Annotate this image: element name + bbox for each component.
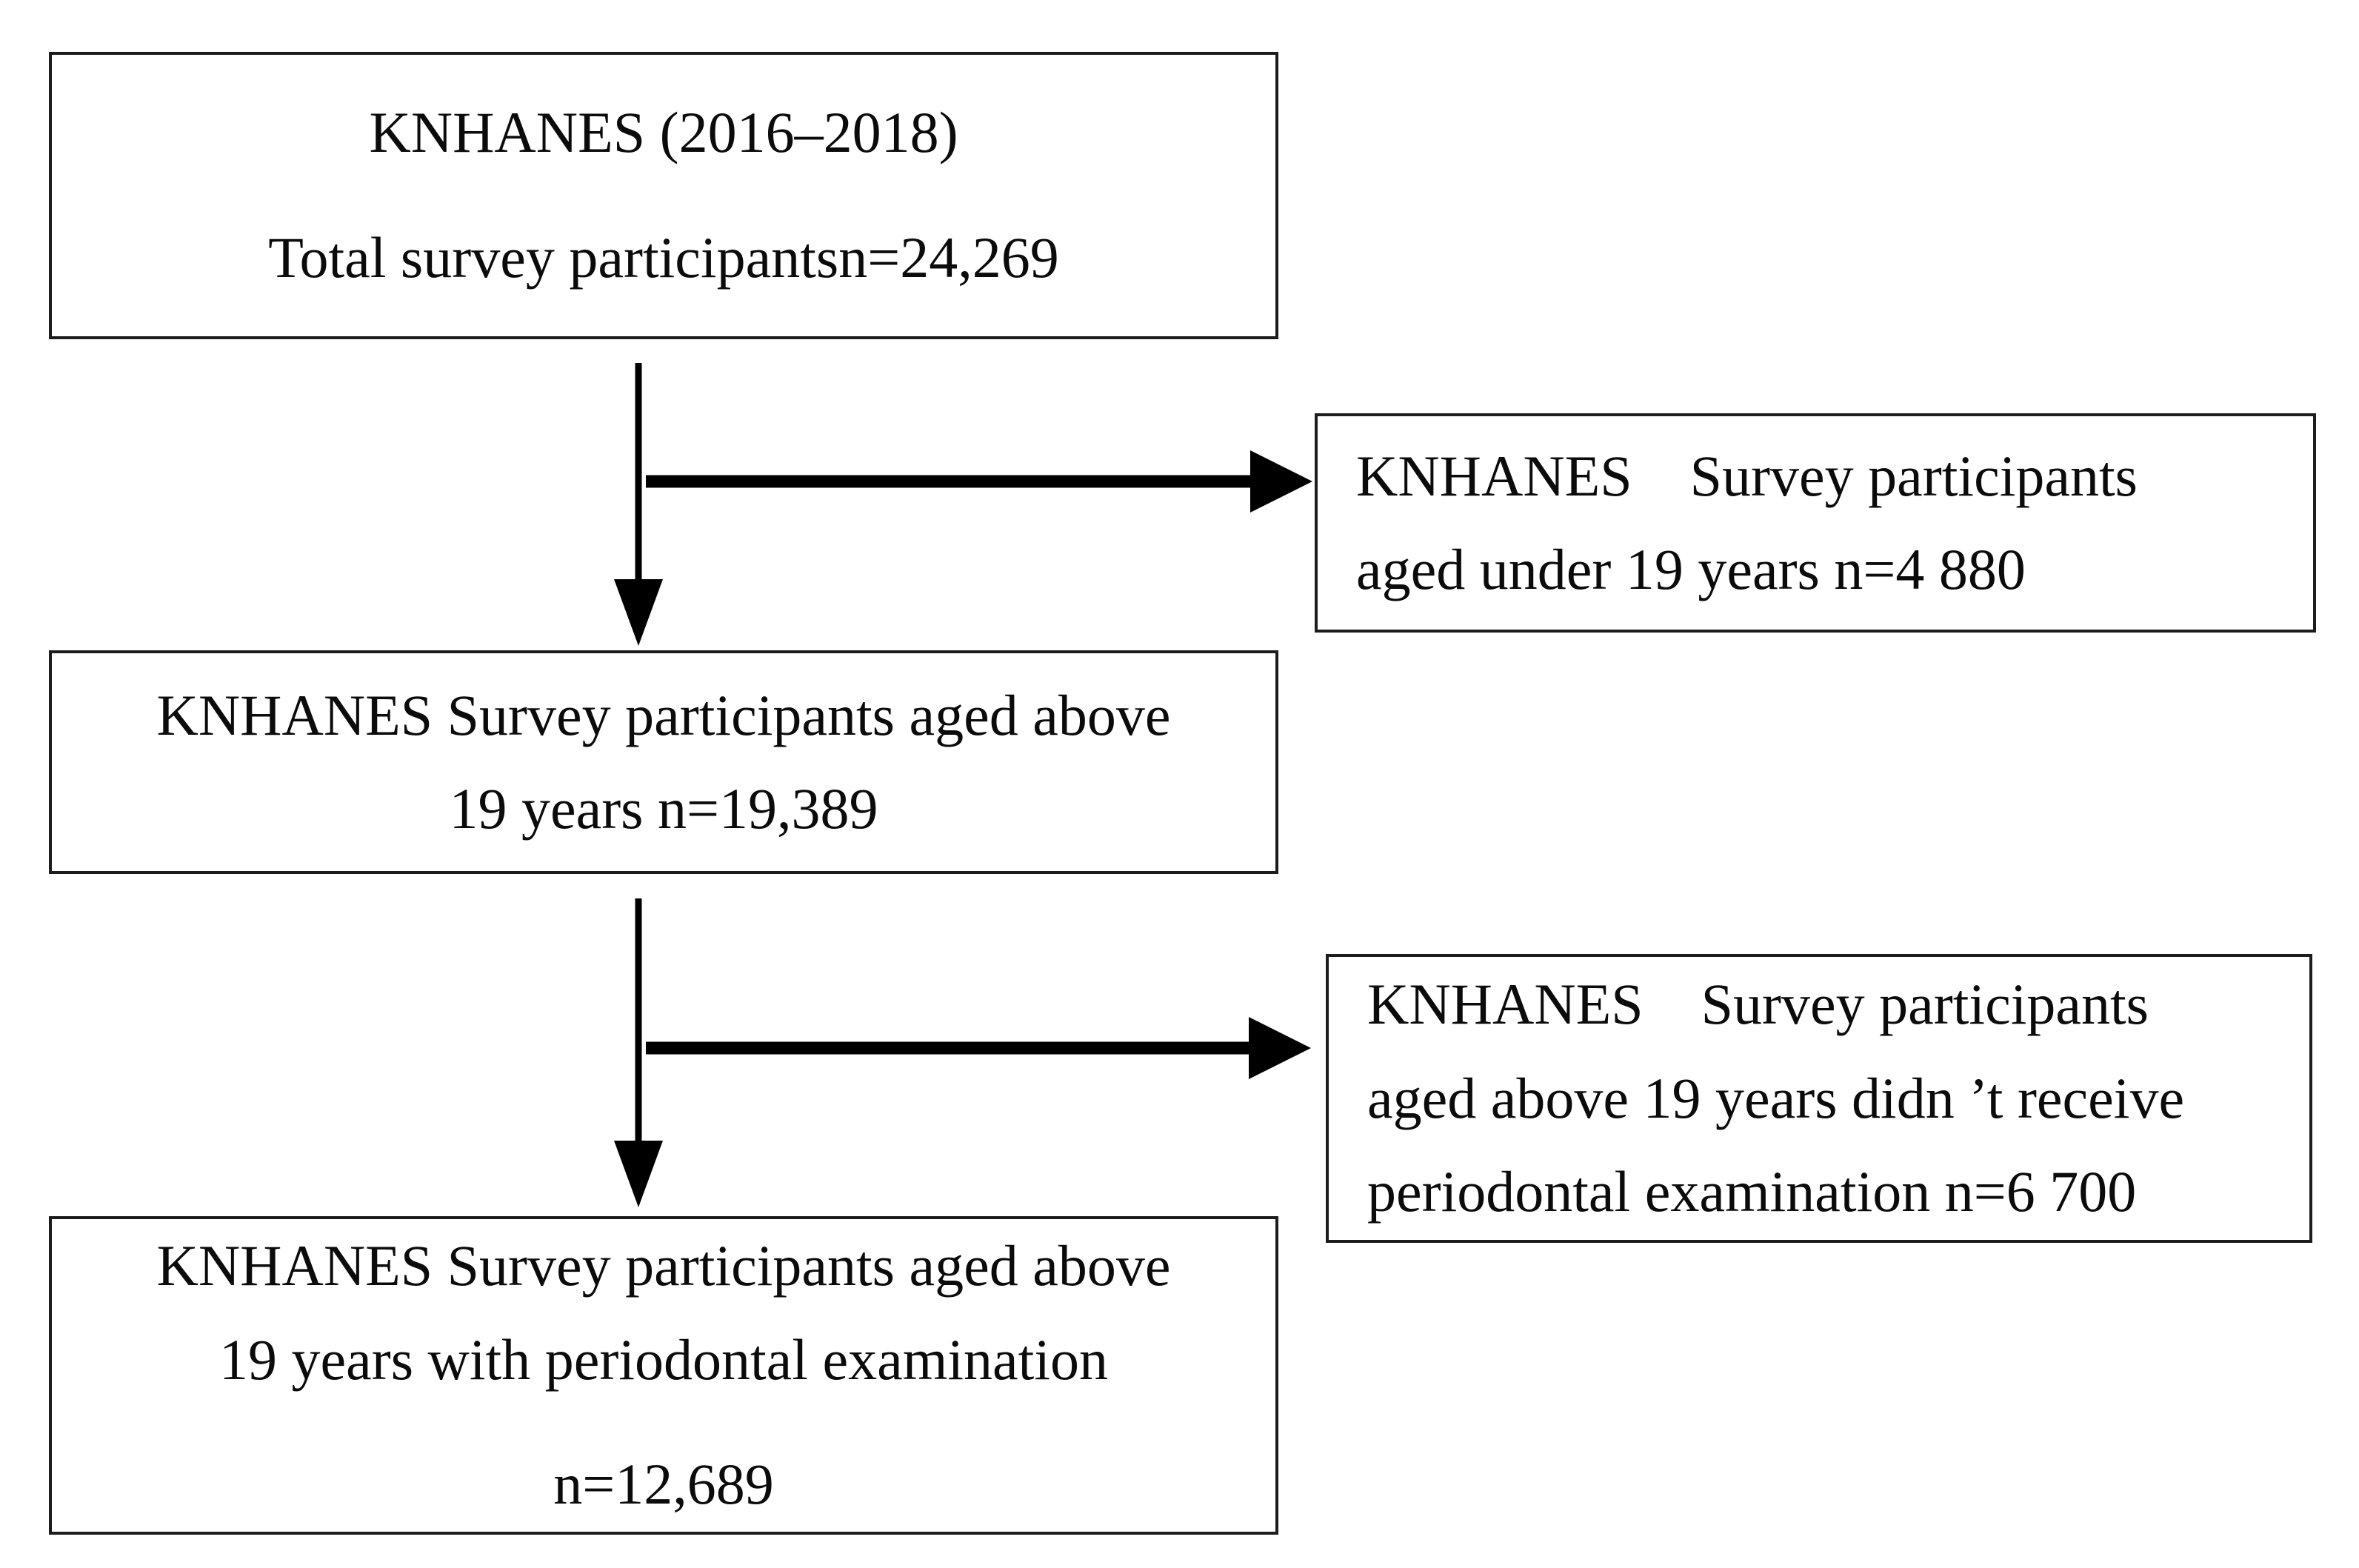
box-aged-above-19-line-1: KNHANES Survey participants aged above bbox=[156, 682, 1171, 747]
arrow-branch-excluded-under19 bbox=[646, 450, 1312, 513]
arrow-branch-excluded-noperio bbox=[646, 1017, 1311, 1079]
box-final-line-3: n=12,689 bbox=[553, 1452, 774, 1517]
box-final-with-periodontal-exam: KNHANES Survey participants aged above 1… bbox=[49, 1216, 1278, 1535]
box-excluded-no-periodontal-line-2: aged above 19 years didn ’t receive bbox=[1367, 1065, 2185, 1130]
arrow-total-to-above19 bbox=[614, 363, 663, 646]
box-excluded-under-19-line-2: aged under 19 years n=4 880 bbox=[1356, 537, 2026, 601]
box-aged-above-19: KNHANES Survey participants aged above 1… bbox=[49, 650, 1278, 874]
box-excluded-no-periodontal-exam: KNHANES Survey participants aged above 1… bbox=[1326, 954, 2312, 1243]
box-total-participants: KNHANES (2016–2018) Total survey partici… bbox=[49, 52, 1278, 339]
box-final-line-2: 19 years with periodontal examination bbox=[218, 1327, 1108, 1392]
box-final-line-1: KNHANES Survey participants aged above bbox=[156, 1233, 1171, 1298]
box-excluded-under-19-line-1: KNHANES Survey participants bbox=[1356, 443, 2138, 508]
box-excluded-no-periodontal-line-3: periodontal examination n=6 700 bbox=[1367, 1159, 2137, 1224]
box-excluded-no-periodontal-line-1: KNHANES Survey participants bbox=[1367, 972, 2149, 1037]
box-total-line-1: KNHANES (2016–2018) bbox=[369, 100, 958, 165]
box-aged-above-19-line-2: 19 years n=19,389 bbox=[449, 776, 878, 841]
arrow-above19-to-final bbox=[614, 898, 663, 1207]
box-total-line-2: Total survey participantsn=24,269 bbox=[268, 225, 1059, 290]
box-excluded-under-19: KNHANES Survey participants aged under 1… bbox=[1315, 413, 2316, 633]
